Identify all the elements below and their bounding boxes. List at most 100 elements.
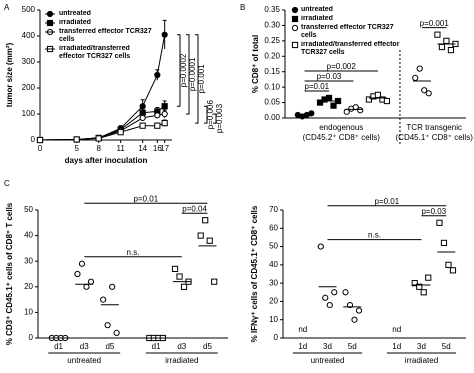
legend-label: untreated bbox=[301, 6, 333, 13]
legend-label-box: untreated bbox=[301, 6, 333, 13]
y-tick-label: 500 bbox=[22, 5, 36, 14]
bracket bbox=[177, 34, 181, 107]
y-tick-label: 0.25 bbox=[264, 36, 280, 45]
marker bbox=[74, 270, 81, 278]
group-label: irradiated bbox=[405, 356, 438, 365]
marker bbox=[412, 74, 419, 81]
y-tick-label: 100 bbox=[22, 109, 36, 118]
y-tick-label: 300 bbox=[22, 57, 36, 66]
marker bbox=[139, 114, 146, 122]
y-tick-label: 30 bbox=[24, 256, 33, 265]
legend-marker bbox=[291, 6, 299, 14]
x-tick-label: 1d bbox=[392, 342, 401, 351]
x-tick-label: d1 bbox=[54, 342, 63, 351]
bracket bbox=[204, 105, 208, 124]
group-label: untreated bbox=[67, 356, 101, 365]
x-tick-label: 1d bbox=[298, 342, 307, 351]
y-tick-label: 10 bbox=[269, 315, 278, 324]
marker bbox=[104, 322, 111, 329]
x-tick-label: d1 bbox=[152, 342, 161, 351]
bracket-label: p=0.0001 bbox=[188, 57, 197, 91]
legend-label: irradiated bbox=[301, 15, 333, 22]
marker bbox=[331, 289, 338, 296]
marker bbox=[449, 267, 457, 274]
marker bbox=[322, 294, 329, 301]
marker bbox=[346, 301, 354, 309]
marker bbox=[436, 219, 443, 226]
y-tick-label: 30 bbox=[269, 278, 278, 287]
y-tick-label: 50 bbox=[24, 205, 33, 214]
x-tick-label: 5d bbox=[442, 342, 451, 351]
bracket-label: p=0.002 bbox=[327, 62, 357, 71]
y-tick-label: 0.15 bbox=[264, 67, 280, 76]
group-label: TCR transgenic bbox=[406, 123, 462, 132]
group-sublabel: (CD45.2⁺ CD8⁺ cells) bbox=[303, 133, 381, 142]
y-tick-label: 400 bbox=[22, 31, 36, 40]
marker bbox=[161, 103, 168, 110]
y-tick-label: 0.30 bbox=[264, 21, 280, 30]
legend-label-box: irradiated bbox=[301, 15, 333, 22]
x-tick-label: 5 bbox=[74, 144, 79, 153]
group-sublabel: (CD45.1⁺ CD8⁺ cells) bbox=[396, 133, 474, 142]
marker bbox=[109, 283, 116, 290]
y-axis-label: % CD8⁺ of total bbox=[251, 35, 260, 93]
marker bbox=[425, 90, 432, 97]
marker bbox=[154, 122, 161, 129]
legend-label: irradiated/transferred effector TCR327 c… bbox=[301, 41, 400, 56]
y-tick-label: 0.05 bbox=[264, 98, 280, 107]
x-tick-label: d5 bbox=[105, 342, 114, 351]
y-tick-label: 10 bbox=[24, 308, 33, 317]
legend-marker bbox=[291, 15, 299, 23]
legend-label-box: irradiated/transferred effector TCR327 c… bbox=[59, 45, 131, 60]
legend-label: irradiated/transferred effector TCR327 c… bbox=[59, 45, 131, 60]
legend-label: transferred effector TCR327 cells bbox=[301, 24, 394, 39]
marker bbox=[351, 316, 358, 323]
bracket-label: p=0.03 bbox=[421, 207, 446, 216]
legend-marker bbox=[291, 24, 299, 32]
legend-label-box: transferred effector TCR327 cells bbox=[301, 24, 394, 39]
annotation: nd bbox=[298, 325, 307, 334]
series-line bbox=[39, 105, 165, 141]
legend-label-box: irradiated bbox=[59, 19, 91, 26]
marker bbox=[197, 232, 204, 239]
bracket-label: p=0.01 bbox=[304, 82, 329, 91]
marker bbox=[161, 120, 168, 127]
bracket-label: p=0.006 bbox=[206, 100, 215, 130]
y-tick-label: 0 bbox=[31, 135, 36, 144]
panel-letter: A bbox=[4, 3, 10, 12]
marker bbox=[445, 261, 452, 268]
legend-marker bbox=[291, 41, 299, 49]
legend-label: transferred effector TCR327 cells bbox=[59, 28, 152, 43]
bracket bbox=[195, 34, 199, 124]
x-tick-label: 3d bbox=[323, 342, 332, 351]
marker bbox=[154, 71, 161, 79]
x-tick-label: d3 bbox=[177, 342, 186, 351]
marker bbox=[326, 301, 333, 309]
x-axis-label: days after inoculation bbox=[65, 156, 148, 165]
marker bbox=[171, 265, 179, 272]
marker bbox=[202, 217, 209, 224]
y-tick-label: 0 bbox=[274, 333, 279, 342]
marker bbox=[161, 31, 168, 38]
marker bbox=[154, 112, 161, 119]
marker bbox=[438, 43, 446, 51]
group-label: endogenous bbox=[319, 123, 363, 132]
y-tick-label: 0.00 bbox=[264, 113, 280, 122]
series-line bbox=[39, 122, 165, 141]
bracket-label: p=0.01 bbox=[133, 194, 158, 203]
x-tick-label: 16 bbox=[153, 144, 162, 153]
y-tick-label: 40 bbox=[269, 260, 278, 269]
marker bbox=[73, 136, 80, 143]
x-tick-label: 3d bbox=[417, 342, 426, 351]
marker bbox=[78, 260, 86, 267]
marker bbox=[434, 31, 441, 38]
x-tick-label: 11 bbox=[117, 144, 126, 153]
marker bbox=[411, 280, 418, 287]
legend-label-box: irradiated/transferred effector TCR327 c… bbox=[301, 41, 400, 56]
bracket-label: p=0.01 bbox=[375, 197, 400, 206]
marker bbox=[355, 307, 363, 314]
marker bbox=[117, 129, 124, 136]
marker bbox=[317, 243, 324, 250]
